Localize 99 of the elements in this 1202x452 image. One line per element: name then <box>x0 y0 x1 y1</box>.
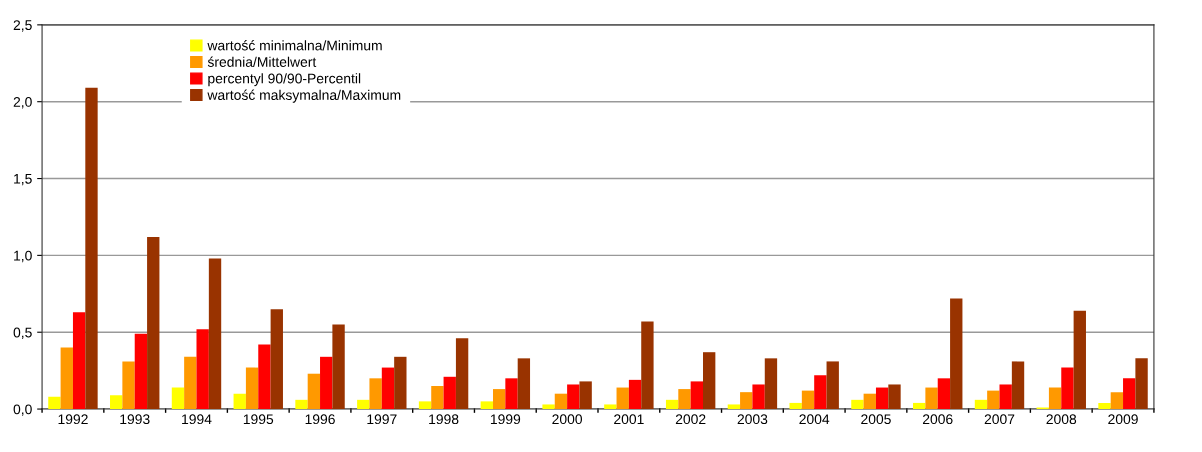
bar <box>690 381 703 410</box>
bar <box>789 402 802 410</box>
legend-label: wartość maksymalna/Maximum <box>207 89 401 103</box>
bar <box>480 401 493 410</box>
bar <box>455 338 469 410</box>
bar <box>134 333 148 410</box>
x-tick-label: 1992 <box>58 414 88 425</box>
bar <box>604 404 617 410</box>
bar <box>913 402 926 410</box>
bar <box>60 347 73 410</box>
bar <box>517 358 531 410</box>
bar <box>628 379 642 410</box>
bar <box>320 356 333 410</box>
y-tick-label: 1,0 <box>14 250 32 263</box>
bar <box>258 344 271 410</box>
bar <box>678 389 691 410</box>
bar <box>727 404 741 410</box>
bar <box>147 236 160 410</box>
bar <box>381 367 395 410</box>
bar <box>950 298 963 410</box>
bar <box>492 389 506 410</box>
x-tick-label: 2003 <box>737 414 768 425</box>
bar <box>974 399 988 410</box>
bar <box>554 393 568 410</box>
x-tick-label: 2008 <box>1046 414 1077 425</box>
x-tick-label: 1997 <box>367 414 397 425</box>
bar <box>579 381 592 410</box>
bar <box>888 384 901 410</box>
bar <box>208 258 222 410</box>
bar <box>184 356 197 410</box>
bar <box>48 396 61 410</box>
bar <box>1048 387 1062 410</box>
legend-label: percentyl 90/90-Percentil <box>208 73 361 87</box>
x-tick-label: 2009 <box>1108 414 1138 425</box>
x-tick-label: 2006 <box>922 414 953 425</box>
bar <box>851 399 864 410</box>
bar <box>1135 358 1148 410</box>
bar <box>418 401 432 410</box>
bar <box>505 378 518 410</box>
x-tick-label: 2007 <box>984 414 1015 425</box>
bar <box>357 399 370 410</box>
bar <box>875 387 889 410</box>
y-tick-label: 0,5 <box>13 327 32 340</box>
bar <box>703 352 716 410</box>
y-tick-label: 2,5 <box>13 20 32 32</box>
bar <box>740 392 753 410</box>
legend-label: średnia/Mittelwert <box>207 56 317 67</box>
bar <box>369 378 382 410</box>
x-tick-label: 1999 <box>490 414 521 425</box>
bar <box>72 312 86 410</box>
y-tick-label: 2,0 <box>13 97 32 109</box>
x-tick-label: 1993 <box>120 414 150 425</box>
bar <box>1073 310 1086 410</box>
bar <box>443 376 456 410</box>
bar <box>801 390 815 410</box>
bar <box>295 399 308 410</box>
bar <box>937 378 951 410</box>
bar <box>85 87 98 410</box>
bar <box>1061 367 1074 410</box>
bar <box>863 393 876 410</box>
bar <box>764 358 778 410</box>
x-tick-label: 2004 <box>799 414 830 425</box>
legend-label: wartość minimalna/Minimum <box>207 40 382 51</box>
bar <box>1110 392 1124 410</box>
bar <box>826 361 839 410</box>
x-tick-label: 1998 <box>429 414 459 425</box>
bar <box>1123 378 1136 410</box>
x-tick-label: 2001 <box>614 414 644 425</box>
bar <box>196 329 209 410</box>
x-tick-label: 2005 <box>861 414 891 425</box>
bar <box>641 321 654 410</box>
bar <box>814 375 827 410</box>
bar <box>999 384 1012 410</box>
y-tick-label: 1,5 <box>14 174 32 186</box>
bar <box>171 387 185 410</box>
bar <box>616 387 629 410</box>
bar <box>270 309 283 410</box>
bar <box>1011 361 1025 410</box>
bar <box>1098 402 1111 410</box>
bar <box>394 356 407 410</box>
bar <box>567 384 580 410</box>
bar <box>245 367 259 410</box>
bar <box>431 386 444 410</box>
bar <box>233 393 246 410</box>
x-tick-label: 1996 <box>305 414 335 425</box>
x-tick-label: 2000 <box>552 414 583 425</box>
bar <box>925 387 938 410</box>
bar <box>332 324 345 410</box>
bar <box>110 395 123 410</box>
bar <box>307 373 321 410</box>
x-tick-label: 1994 <box>182 414 212 425</box>
bar <box>752 384 765 410</box>
y-tick-label: 0,0 <box>13 404 32 416</box>
bar <box>122 361 135 410</box>
bar <box>987 390 1000 410</box>
x-tick-label: 1995 <box>243 414 274 425</box>
bar <box>665 399 679 410</box>
x-tick-label: 2002 <box>675 414 706 425</box>
bar <box>542 404 555 410</box>
